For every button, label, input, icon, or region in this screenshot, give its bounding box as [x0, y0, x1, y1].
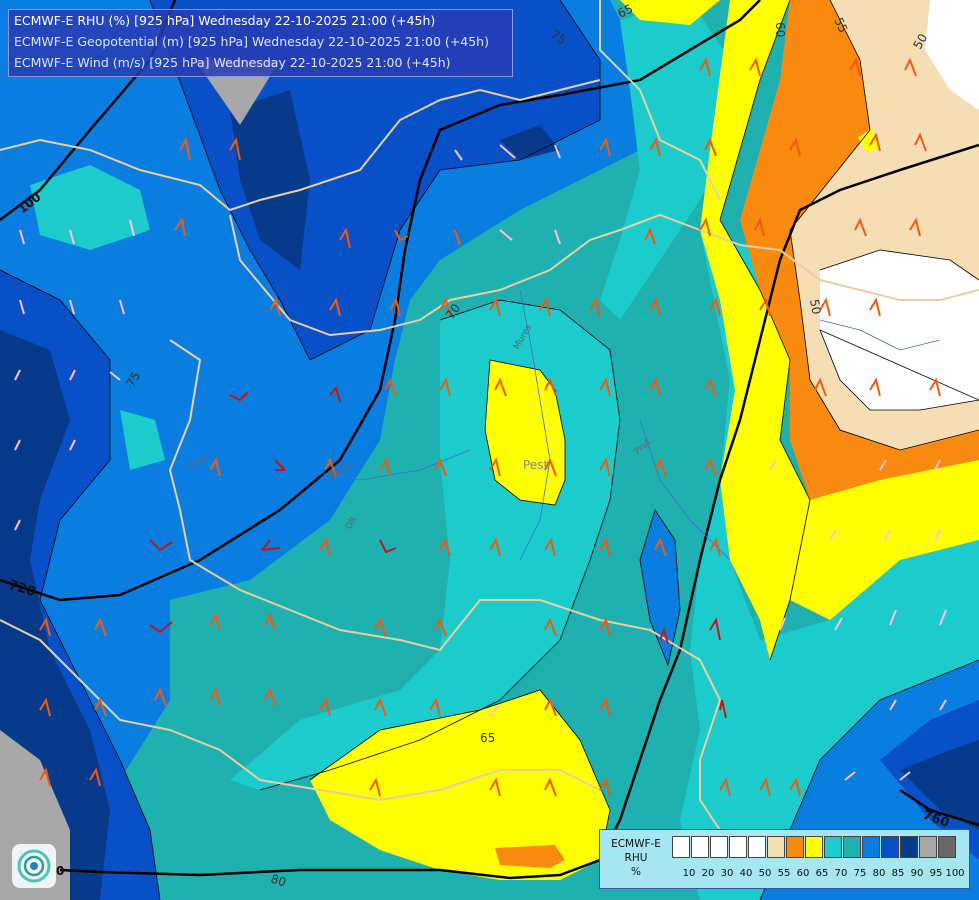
place-label: Pest [523, 458, 548, 472]
legend-swatch [729, 836, 747, 858]
legend-swatch [881, 836, 899, 858]
legend-level-label: 80 [872, 868, 886, 879]
legend-title-line: ECMWF-E [611, 838, 661, 850]
legend-level-label: 60 [796, 868, 810, 879]
rh-90-region-2 [500, 125, 560, 160]
legend-level-label: 30 [720, 868, 734, 879]
legend-swatch [919, 836, 937, 858]
legend-swatch [767, 836, 785, 858]
rh-65-region-east [700, 0, 810, 660]
legend-swatch [786, 836, 804, 858]
rh-85-region [150, 0, 600, 360]
contour-label: 65 [615, 2, 635, 21]
contour-label: 75 [123, 369, 143, 389]
legend-level-label: 95 [929, 868, 943, 879]
legend-title: ECMWF-E RHU % [604, 837, 668, 879]
map-header: ECMWF-E RHU (%) [925 hPa] Wednesday 22-1… [8, 9, 513, 77]
contour-label: 55 [831, 15, 850, 35]
wind-barbs [14, 57, 947, 871]
legend-swatch [862, 836, 880, 858]
header-title-wind: ECMWF-E Wind (m/s) [925 hPa] Wednesday 2… [14, 55, 451, 70]
legend-swatch [691, 836, 709, 858]
legend-level-label: 20 [701, 868, 715, 879]
swirl-logo-icon [17, 849, 51, 883]
rh-60-region-south [495, 845, 565, 868]
rhu-legend: ECMWF-E RHU % 10 20 30 40 50 55 60 65 70 75 80 85 90… [599, 829, 970, 889]
legend-level-label: 70 [834, 868, 848, 879]
geopotential-lines [0, 0, 979, 880]
legend-level-label: 65 [815, 868, 829, 879]
legend-swatch [843, 836, 861, 858]
legend-level-label: 75 [853, 868, 867, 879]
rh-65-region-e2 [620, 0, 720, 25]
rh-70-region-w [30, 165, 150, 250]
contour-label: 50 [807, 298, 823, 315]
contour-label: 60 [773, 22, 787, 37]
rh-80-region-lens [640, 510, 680, 665]
contour-label: 50 [910, 31, 930, 51]
contour-label: 65 [480, 731, 495, 745]
header-title-rhu: ECMWF-E RHU (%) [925 hPa] Wednesday 22-1… [14, 13, 436, 28]
rh-65-spot [858, 128, 880, 152]
legend-swatch [824, 836, 842, 858]
logo [12, 844, 56, 888]
legend-level-label: 90 [910, 868, 924, 879]
header-title-geopotential: ECMWF-E Geopotential (m) [925 hPa] Wedne… [14, 34, 489, 49]
legend-swatch [748, 836, 766, 858]
rh-65-region-south [310, 690, 610, 880]
legend-swatch [938, 836, 956, 858]
contour-label: 80 [269, 872, 288, 890]
legend-title-line: RHU [624, 852, 648, 864]
legend-swatch [672, 836, 690, 858]
legend-level-label: 100 [945, 868, 965, 879]
legend-swatch [805, 836, 823, 858]
legend-swatch [710, 836, 728, 858]
rivers [299, 289, 941, 561]
rh-50-region [925, 0, 979, 110]
rh-90-region [230, 90, 310, 270]
legend-level-label: 50 [758, 868, 772, 879]
rh-80-region [0, 0, 650, 900]
contour-label: 0 [56, 864, 64, 878]
rh-90-region-se [900, 740, 979, 830]
legend-title-line: % [631, 866, 641, 878]
rh-65-region-e3 [790, 460, 979, 620]
legend-swatch [900, 836, 918, 858]
legend-level-label: 10 [682, 868, 696, 879]
legend-level-label: 85 [891, 868, 905, 879]
country-borders [0, 0, 979, 831]
rh-70-region-w2 [120, 410, 165, 470]
legend-level-label: 40 [739, 868, 753, 879]
legend-level-label: 55 [777, 868, 791, 879]
